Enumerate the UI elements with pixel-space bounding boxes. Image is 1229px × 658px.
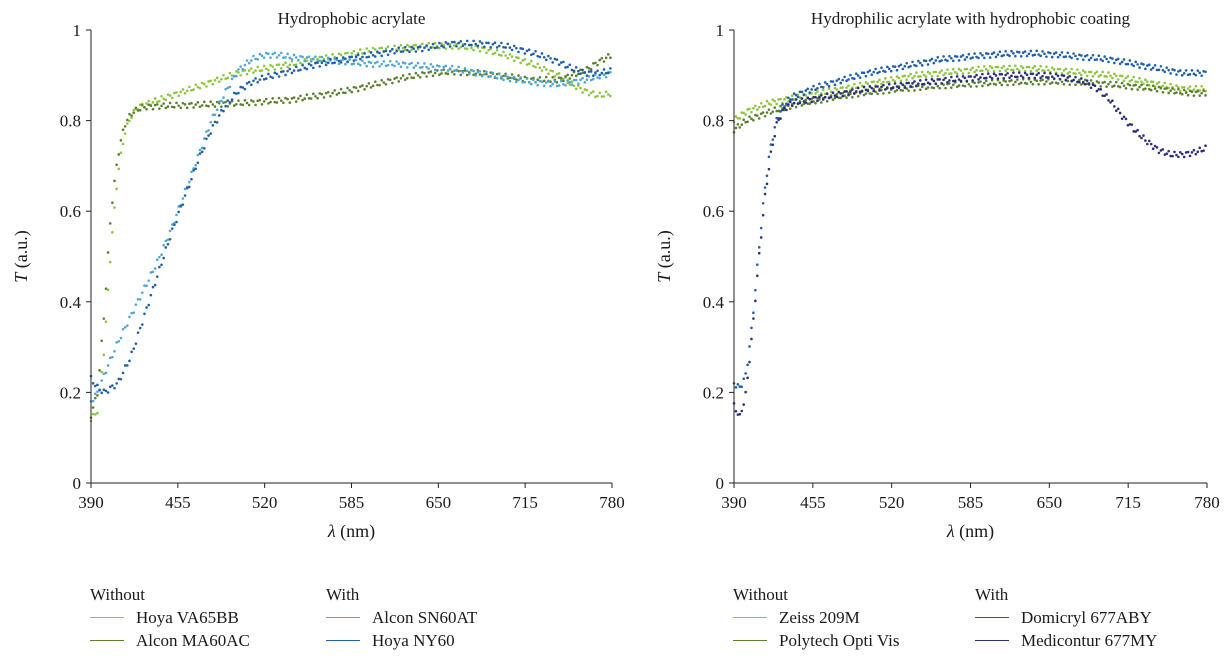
legend-label: Alcon MA60AC <box>136 631 250 650</box>
legend-label: Alcon SN60AT <box>372 608 478 627</box>
legend-item: Medicontur 677MY <box>975 629 1157 652</box>
y-axis-unit: (a.u.) <box>654 230 675 272</box>
legend-label: Hoya NY60 <box>372 631 455 650</box>
x-tick-label: 390 <box>721 493 747 512</box>
data-series-1 <box>732 77 1207 134</box>
y-tick-label: 1 <box>73 21 82 40</box>
legend-group-with: With Alcon SN60AT Hoya NY60 <box>326 583 477 652</box>
legend-swatch <box>326 617 360 618</box>
legend-group-label: Without <box>733 585 789 604</box>
y-tick-label: 0.4 <box>60 293 82 312</box>
y-axis-symbol: T <box>11 271 31 283</box>
x-axis-unit: (nm) <box>336 521 376 542</box>
x-tick-label: 650 <box>1037 493 1063 512</box>
legend-label: Medicontur 677MY <box>1021 631 1158 650</box>
y-tick-label: 0.2 <box>703 383 724 402</box>
data-point-markers <box>89 41 612 423</box>
chart-title: Hydrophilic acrylate with hydrophobic co… <box>811 9 1131 28</box>
legend-group-without: Without Zeiss 209M Polytech Opti Vis <box>733 583 900 652</box>
x-tick-label: 455 <box>165 493 191 512</box>
legend-label: Hoya VA65BB <box>136 608 239 627</box>
x-tick-label: 780 <box>599 493 625 512</box>
x-tick-label: 390 <box>78 493 104 512</box>
legend-item: Zeiss 209M <box>733 606 900 629</box>
y-tick-label: 0.6 <box>703 202 724 221</box>
x-tick-label: 585 <box>958 493 984 512</box>
legend-item: Domicryl 677ABY <box>975 606 1157 629</box>
y-axis-symbol: T <box>654 271 674 283</box>
y-tick-label: 0.6 <box>60 202 81 221</box>
chart-title: Hydrophobic acrylate <box>278 9 426 28</box>
legend-item: Hoya NY60 <box>326 629 477 652</box>
x-tick-label: 715 <box>1115 493 1141 512</box>
x-tick-label: 585 <box>339 493 365 512</box>
x-axis-label: λ (nm) <box>946 521 994 542</box>
legend-swatch <box>733 640 767 641</box>
legend-swatch <box>733 617 767 618</box>
y-tick-label: 0.8 <box>60 112 81 131</box>
legend-item: Hoya VA65BB <box>90 606 250 629</box>
x-axis-unit: (nm) <box>955 521 995 542</box>
legend-label: Polytech Opti Vis <box>779 631 900 650</box>
y-tick-label: 0.8 <box>703 112 724 131</box>
legend-item: Polytech Opti Vis <box>733 629 900 652</box>
legend-label: Domicryl 677ABY <box>1021 608 1152 627</box>
x-tick-label: 520 <box>879 493 905 512</box>
x-tick-label: 455 <box>800 493 826 512</box>
y-tick-label: 0 <box>73 474 82 493</box>
x-tick-label: 715 <box>512 493 538 512</box>
y-axis-label: T (a.u.) <box>11 230 32 283</box>
legend-swatch <box>90 617 124 618</box>
legend-group-with: With Domicryl 677ABY Medicontur 677MY <box>975 583 1157 652</box>
y-axis-label: T (a.u.) <box>654 230 675 283</box>
legend-group-label: With <box>975 585 1009 604</box>
chart-panel-hydrophilic: 390 455 520 585 650 715 780 0 0.2 0.4 0.6 0.8 1 Hydro… <box>654 9 1220 542</box>
y-tick-label: 0.2 <box>60 383 81 402</box>
x-tick-label: 650 <box>426 493 452 512</box>
data-point-markers <box>89 53 612 419</box>
x-axis-symbol: λ <box>946 521 955 541</box>
legend-group-label: Without <box>90 585 146 604</box>
data-series-1 <box>89 53 612 419</box>
data-series-0 <box>89 41 612 423</box>
legend-group-without: Without Hoya VA65BB Alcon MA60AC <box>90 583 250 652</box>
legend-group-label: With <box>326 585 360 604</box>
legend-swatch <box>975 640 1009 641</box>
legend-item: Alcon SN60AT <box>326 606 477 629</box>
x-axis-label: λ (nm) <box>327 521 375 542</box>
data-point-markers <box>732 77 1207 134</box>
y-tick-label: 1 <box>716 21 725 40</box>
x-axis-symbol: λ <box>327 521 336 541</box>
legend-swatch <box>90 640 124 641</box>
y-tick-label: 0.4 <box>703 293 725 312</box>
legend-item: Alcon MA60AC <box>90 629 250 652</box>
data-series-3 <box>732 71 1207 416</box>
chart-panel-hydrophobic: 390 455 520 585 650 715 780 0 0.2 0.4 0.6 0.8 1 Hydro… <box>11 9 625 542</box>
legend-label: Zeiss 209M <box>779 608 860 627</box>
data-series-2 <box>89 51 612 403</box>
y-tick-label: 0 <box>716 474 725 493</box>
x-tick-label: 780 <box>1194 493 1220 512</box>
x-tick-label: 520 <box>252 493 278 512</box>
legend-swatch <box>326 640 360 641</box>
data-point-markers <box>89 51 612 403</box>
data-point-markers <box>732 71 1207 416</box>
y-axis-unit: (a.u.) <box>11 230 32 272</box>
legend-swatch <box>975 617 1009 618</box>
